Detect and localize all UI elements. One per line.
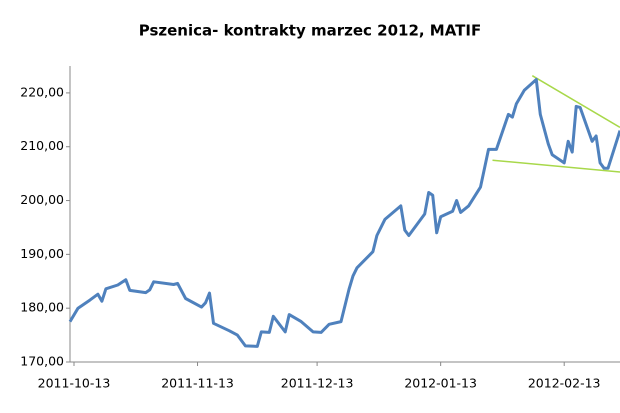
y-tick-label: 210,00: [20, 138, 64, 153]
x-tick-label: 2011-10-13: [38, 376, 111, 391]
x-tick-label: 2011-12-13: [281, 376, 354, 391]
chart-title: Pszenica- kontrakty marzec 2012, MATIF: [139, 22, 482, 40]
y-tick-label: 180,00: [20, 300, 64, 315]
x-tick-label: 2011-11-13: [161, 376, 234, 391]
trend-line: [492, 159, 620, 173]
series-line: [68, 78, 620, 348]
y-tick-label: 170,00: [20, 354, 64, 369]
y-tick-label: 190,00: [20, 246, 64, 261]
y-tick-label: 200,00: [20, 192, 64, 207]
y-tick-label: 220,00: [20, 84, 64, 99]
trend-line: [531, 75, 620, 129]
x-tick-label: 2012-01-13: [404, 376, 477, 391]
x-tick-label: 2012-02-13: [528, 376, 601, 391]
